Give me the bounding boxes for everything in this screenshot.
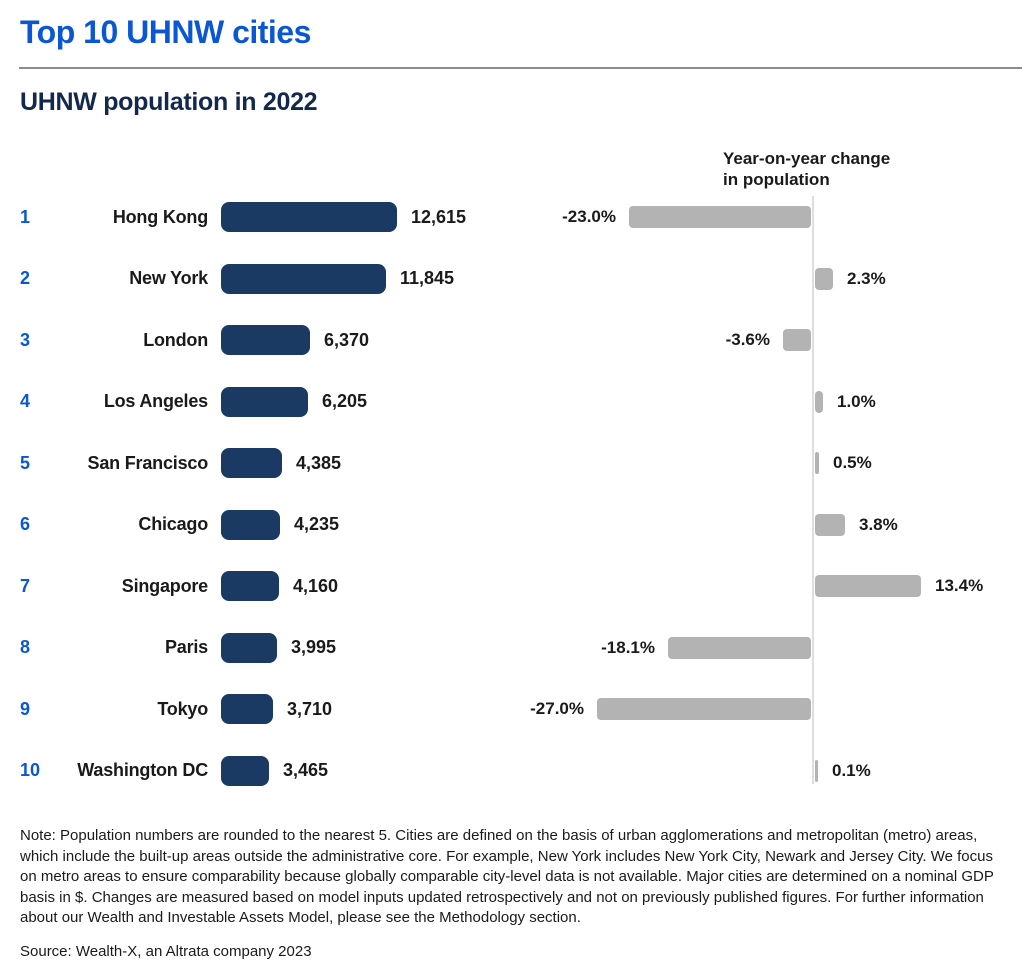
chart-row: 8 Paris 3,995 -18.1% — [0, 617, 1024, 679]
chart-row: 7 Singapore 4,160 13.4% — [0, 555, 1024, 617]
population-bar — [221, 632, 277, 663]
change-value-label: 1.0% — [837, 391, 876, 411]
rank-label: 1 — [20, 206, 31, 227]
chart-row: 9 Tokyo 3,710 -27.0% — [0, 678, 1024, 740]
population-value-label: 3,465 — [283, 760, 329, 780]
change-baseline — [812, 196, 814, 784]
population-value-label: 3,710 — [287, 698, 333, 719]
population-bar — [221, 263, 386, 294]
chart-row: 10 Washington DC 3,465 0.1% — [0, 740, 1024, 802]
population-bar — [221, 571, 279, 601]
change-bar — [783, 329, 811, 351]
change-bar — [815, 267, 833, 290]
title-divider — [19, 67, 1022, 69]
rank-label: 6 — [20, 514, 31, 534]
chart-row: 2 New York 11,845 2.3% — [0, 248, 1024, 310]
city-label: Hong Kong — [112, 206, 208, 227]
rank-label: 5 — [20, 452, 31, 473]
population-value-label: 12,615 — [411, 206, 467, 227]
population-value-label: 4,160 — [293, 575, 339, 596]
rank-label: 9 — [20, 698, 31, 719]
change-bar — [815, 513, 845, 536]
chart-row: 6 Chicago 4,235 3.8% — [0, 494, 1024, 556]
footnote: Note: Population numbers are rounded to … — [20, 827, 994, 926]
city-label: London — [143, 329, 208, 350]
source-line: Source: Wealth-X, an Altrata company 202… — [20, 943, 312, 960]
change-bar — [629, 206, 811, 228]
city-label: Washington DC — [77, 760, 208, 780]
rank-label: 7 — [20, 575, 31, 596]
change-bar — [815, 452, 819, 474]
change-value-label: 13.4% — [935, 576, 984, 595]
change-value-label: -27.0% — [530, 699, 584, 718]
population-bar — [221, 448, 282, 478]
chart-row: 3 London 6,370 -3.6% — [0, 309, 1024, 371]
population-bar — [221, 325, 310, 355]
change-axis-header: Year-on-year change in population — [723, 149, 891, 189]
change-bar — [597, 698, 811, 720]
population-value-label: 4,235 — [294, 514, 340, 534]
rank-label: 10 — [20, 760, 41, 780]
city-label: Singapore — [121, 575, 208, 596]
population-value-label: 11,845 — [400, 268, 455, 288]
city-label: Tokyo — [157, 698, 208, 719]
rank-label: 8 — [20, 637, 31, 657]
population-bar — [221, 386, 308, 417]
city-label: Paris — [164, 637, 208, 657]
population-bar — [221, 509, 280, 540]
chart-row: 5 San Francisco 4,385 0.5% — [0, 432, 1024, 494]
change-bar — [668, 636, 811, 659]
change-bar — [815, 390, 823, 413]
uhnw-bar-chart: 1 Hong Kong 12,615 -23.0% 2 New York 11,… — [0, 186, 1024, 806]
population-value-label: 4,385 — [296, 452, 342, 473]
rank-label: 3 — [20, 329, 31, 350]
rank-label: 2 — [20, 268, 31, 288]
change-bar — [815, 575, 921, 597]
population-bar — [221, 694, 273, 724]
population-bar — [221, 755, 269, 786]
change-value-label: 0.1% — [832, 760, 871, 780]
rank-label: 4 — [20, 391, 31, 411]
population-bar — [221, 202, 397, 232]
population-value-label: 6,205 — [322, 391, 368, 411]
city-label: Los Angeles — [103, 391, 208, 411]
change-value-label: 2.3% — [847, 268, 886, 288]
chart-row: 1 Hong Kong 12,615 -23.0% — [0, 186, 1024, 248]
change-value-label: 0.5% — [833, 453, 872, 472]
change-value-label: 3.8% — [859, 514, 898, 534]
chart-title: UHNW population in 2022 — [20, 88, 318, 116]
change-bar — [815, 759, 818, 782]
chart-row: 4 Los Angeles 6,205 1.0% — [0, 371, 1024, 433]
change-value-label: -3.6% — [725, 330, 770, 349]
city-label: San Francisco — [87, 452, 209, 473]
city-label: New York — [129, 268, 208, 288]
page-title: Top 10 UHNW cities — [20, 14, 311, 50]
change-value-label: -23.0% — [562, 207, 616, 226]
change-value-label: -18.1% — [601, 637, 655, 657]
city-label: Chicago — [138, 514, 208, 534]
population-value-label: 6,370 — [324, 329, 370, 350]
population-value-label: 3,995 — [291, 637, 337, 657]
